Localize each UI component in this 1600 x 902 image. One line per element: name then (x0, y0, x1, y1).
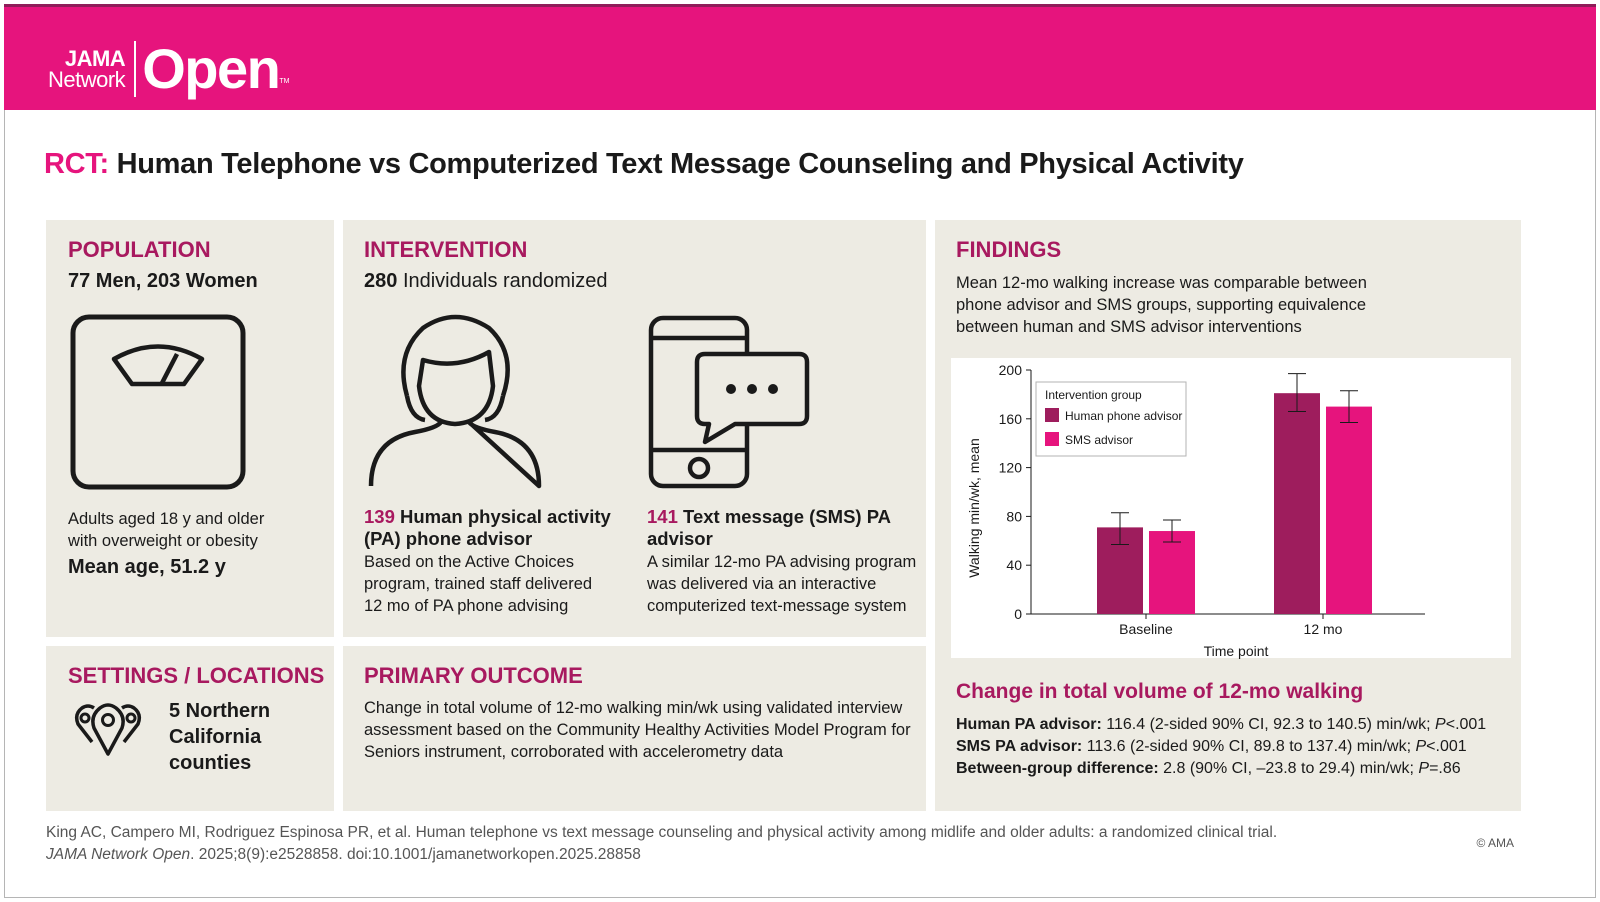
walking-bar-chart: 0 40 80 120 160 200 Baseline 12 mo Walking min/… (951, 358, 1511, 659)
randomized-count: 280 (364, 270, 398, 292)
logo-divider (134, 41, 137, 97)
logo-open: Open (142, 37, 281, 100)
journal-logo: JAMA Network Open TM (48, 41, 289, 97)
mean-age: Mean age, 51.2 y (68, 556, 226, 578)
citation-line-2: JAMA Network Open. 2025;8(9):e2528858. d… (46, 846, 641, 863)
x-axis-label: Time point (1204, 643, 1269, 659)
citation: King AC, Campero MI, Rodriguez Espinosa … (46, 822, 1277, 866)
bar-sms-1 (1326, 406, 1372, 614)
population-counts: 77 Men, 203 Women (68, 270, 258, 292)
result-sms: SMS PA advisor: 113.6 (2-sided 90% CI, 8… (956, 738, 1467, 755)
legend-title: Intervention group (1045, 388, 1142, 402)
y-tick-label: 200 (999, 362, 1023, 378)
findings-line-1: Mean 12-mo walking increase was comparab… (956, 274, 1367, 292)
legend-swatch-sms (1045, 432, 1059, 446)
outcome-panel: PRIMARY OUTCOME Change in total volume o… (343, 646, 926, 811)
chart-legend: Intervention group Human phone advisor S… (1035, 381, 1187, 457)
human-arm-desc-1: Based on the Active Choices (364, 553, 575, 571)
population-heading: POPULATION (68, 237, 211, 262)
y-axis-label: Walking min/wk, mean (966, 438, 982, 578)
settings-line-2: California (169, 726, 262, 748)
settings-line-3: counties (169, 752, 252, 774)
header-banner: JAMA Network Open TM (4, 4, 1596, 110)
outcome-line-1: Change in total volume of 12-mo walking … (364, 699, 903, 717)
human-arm-desc-3: 12 mo of PA phone advising (364, 597, 569, 615)
intervention-panel: INTERVENTION 280 Individuals randomized … (343, 220, 926, 637)
human-arm-title: 139 Human physical activity (PA) phone a… (364, 506, 611, 550)
page-title: RCT: Human Telephone vs Computerized Tex… (44, 148, 1244, 181)
scale-icon (70, 314, 246, 490)
findings-panel: FINDINGS Mean 12-mo walking increase was… (935, 220, 1521, 811)
legend-swatch-human (1045, 408, 1059, 422)
logo-tm: TM (279, 78, 290, 85)
settings-heading: SETTINGS / LOCATIONS (68, 663, 325, 688)
sms-arm-title-2: advisor (647, 528, 713, 549)
x-tick-label: 12 mo (1304, 621, 1343, 637)
citation-line-1: King AC, Campero MI, Rodriguez Espinosa … (46, 824, 1278, 841)
phone-chat-icon (648, 315, 810, 489)
sms-arm-title: 141 Text message (SMS) PA advisor (647, 506, 891, 550)
settings-location: 5 Northern California counties (169, 698, 270, 776)
y-tick-label: 80 (1006, 508, 1022, 524)
sms-arm-desc-3: computerized text-message system (647, 597, 907, 615)
randomized-text: Individuals randomized (402, 270, 608, 292)
logo-network: Network (48, 67, 126, 92)
person-icon (368, 314, 542, 489)
population-desc-1: Adults aged 18 y and older (68, 510, 265, 528)
settings-line-1: 5 Northern (169, 700, 271, 722)
x-tick-label: Baseline (1119, 621, 1173, 637)
findings-line-2: phone advisor and SMS groups, supporting… (956, 296, 1367, 314)
findings-subheading: Change in total volume of 12-mo walking (956, 680, 1364, 703)
bar-human-1 (1274, 393, 1320, 614)
sms-arm-title-1: Text message (SMS) PA (683, 506, 892, 527)
map-pins-icon (74, 703, 142, 756)
human-arm-count: 139 (364, 506, 395, 527)
logo-jama: JAMA (64, 46, 126, 71)
outcome-line-2: assessment based on the Community Health… (364, 721, 911, 739)
y-tick-label: 160 (999, 411, 1023, 427)
population-panel: POPULATION 77 Men, 203 Women Adults aged… (46, 220, 334, 637)
legend-item-human: Human phone advisor (1065, 409, 1182, 423)
chart-background (951, 358, 1511, 658)
title-prefix: RCT: (44, 148, 109, 180)
human-arm-desc-2: program, trained staff delivered (364, 575, 593, 593)
randomized-line: 280 Individuals randomized (364, 270, 608, 293)
y-tick-label: 0 (1014, 606, 1022, 622)
result-difference: Between-group difference: 2.8 (90% CI, –… (956, 760, 1461, 777)
findings-line-3: between human and SMS advisor interventi… (956, 318, 1302, 336)
human-arm-title-1: Human physical activity (400, 506, 611, 527)
y-tick-label: 40 (1006, 557, 1022, 573)
settings-panel: SETTINGS / LOCATIONS 5 Northern Californ… (46, 646, 334, 811)
outcome-heading: PRIMARY OUTCOME (364, 663, 583, 688)
human-arm-title-2: (PA) phone advisor (364, 528, 533, 549)
outcome-line-3: Seniors instrument, corroborated with ac… (364, 743, 784, 761)
findings-heading: FINDINGS (956, 237, 1062, 262)
sms-arm-desc-1: A similar 12-mo PA advising program (647, 553, 917, 571)
title-text: Human Telephone vs Computerized Text Mes… (116, 148, 1244, 180)
copyright: © AMA (1476, 836, 1514, 850)
y-tick-label: 120 (999, 460, 1023, 476)
findings-results: Human PA advisor: 116.4 (2-sided 90% CI,… (956, 714, 1486, 780)
sms-arm-desc-2: was delivered via an interactive (647, 575, 877, 593)
result-human: Human PA advisor: 116.4 (2-sided 90% CI,… (956, 716, 1487, 733)
intervention-heading: INTERVENTION (364, 237, 528, 262)
legend-item-sms: SMS advisor (1065, 433, 1133, 447)
sms-arm-count: 141 (647, 506, 678, 527)
bar-sms-0 (1149, 531, 1195, 614)
population-desc-2: with overweight or obesity (68, 532, 258, 550)
